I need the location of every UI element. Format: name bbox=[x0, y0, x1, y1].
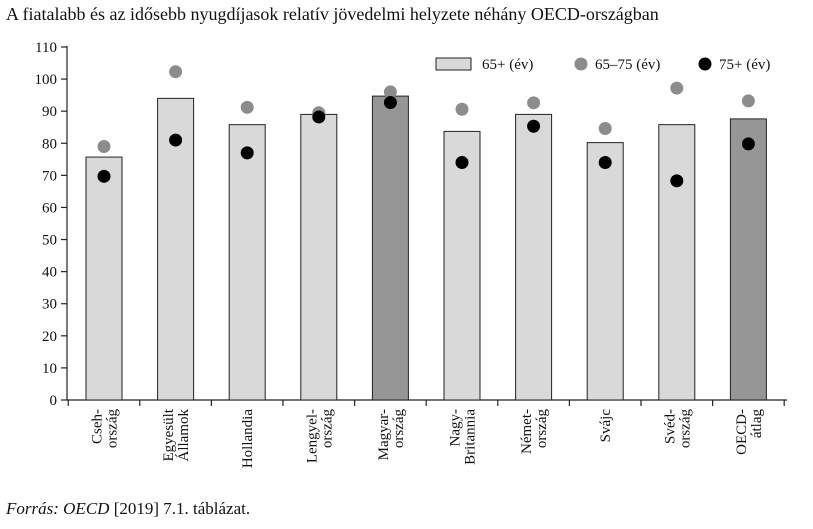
dot-65-75 bbox=[670, 81, 684, 95]
bar-65-plus bbox=[443, 130, 481, 401]
x-tick-label: Nagy- Britannia bbox=[448, 409, 479, 465]
bar-65-plus bbox=[515, 113, 553, 401]
x-tick-label-line: Lengyel- bbox=[304, 409, 320, 463]
legend-label-65-plus: 65+ (év) bbox=[482, 57, 533, 73]
legend-swatch-65-plus bbox=[435, 57, 472, 71]
x-tick-label-line: átlag bbox=[749, 409, 765, 439]
y-tick-label: 70 bbox=[42, 168, 57, 184]
bar-65-plus bbox=[157, 97, 195, 401]
source-note: Forrás: OECD [2019] 7.1. táblázat. bbox=[6, 498, 250, 520]
dot-65-75 bbox=[527, 96, 541, 110]
y-axis: 0 10 20 30 40 50 60 70 80 90 100 110 bbox=[35, 40, 68, 409]
x-tick-label-line: Egyesült bbox=[161, 408, 177, 461]
bars-group bbox=[85, 95, 767, 401]
y-tick-label: 0 bbox=[50, 393, 58, 409]
dot-65-75 bbox=[741, 94, 755, 108]
dots-75-plus-group bbox=[97, 96, 755, 188]
dot-65-75 bbox=[598, 122, 612, 136]
x-tick-label-line: Magyar- bbox=[376, 409, 392, 460]
y-tick-label: 100 bbox=[35, 72, 58, 88]
bar-65-plus bbox=[228, 124, 266, 401]
x-axis: Cseh-ország Egyesült Államok Hollandia Lengy… bbox=[67, 399, 787, 468]
bar-65-plus bbox=[658, 124, 696, 401]
dot-75-plus bbox=[312, 110, 326, 124]
bar-65-plus bbox=[586, 142, 624, 401]
bar-65-plus bbox=[371, 95, 409, 401]
x-tick-label: Svéd-ország bbox=[662, 409, 693, 449]
dot-75-plus bbox=[169, 133, 183, 147]
x-tick-label-line: ország bbox=[677, 409, 693, 449]
dot-75-plus bbox=[97, 169, 111, 183]
x-tick-label-line: Nagy- bbox=[448, 409, 464, 447]
dot-65-75 bbox=[455, 102, 469, 116]
x-tick-label: Német-ország bbox=[519, 409, 550, 454]
y-tick-label: 10 bbox=[42, 361, 57, 377]
legend-label-65-75: 65–75 (év) bbox=[595, 57, 660, 73]
y-tick-label: 50 bbox=[42, 233, 57, 249]
x-tick-label-line: ország bbox=[319, 409, 335, 449]
x-tick-label: Egyesült Államok bbox=[161, 408, 192, 461]
x-tick-label-line: OECD- bbox=[734, 409, 750, 455]
chart-title: A fiatalabb és az idősebb nyugdíjasok re… bbox=[6, 4, 659, 24]
bar-65-plus bbox=[729, 118, 767, 401]
x-tick-label-line: Cseh- bbox=[90, 409, 106, 444]
source-org: OECD bbox=[63, 499, 110, 518]
y-tick-label: 90 bbox=[42, 104, 57, 120]
dot-75-plus bbox=[598, 156, 612, 170]
legend-swatch-65-75 bbox=[574, 57, 588, 71]
y-tick-label: 80 bbox=[42, 136, 57, 152]
x-tick-label: Hollandia bbox=[240, 409, 256, 468]
source-label: Forrás: bbox=[6, 499, 59, 518]
dot-65-75 bbox=[97, 139, 111, 153]
legend-swatch-75-plus bbox=[698, 57, 712, 71]
dot-65-75 bbox=[240, 100, 254, 114]
legend: 65+ (év) 65–75 (év) 75+ (év) bbox=[435, 57, 770, 73]
y-tick-label: 60 bbox=[42, 200, 57, 216]
x-tick-label: Magyar-ország bbox=[376, 409, 407, 461]
x-tick-label: Lengyel-ország bbox=[304, 409, 335, 464]
x-tick-label-line: Államok bbox=[175, 409, 192, 462]
dot-75-plus bbox=[527, 119, 541, 133]
x-tick-label: OECD-átlag bbox=[734, 409, 765, 455]
x-tick-label-line: ország bbox=[105, 409, 121, 449]
x-tick-label: Svájc bbox=[598, 409, 614, 443]
x-tick-label-line: Britannia bbox=[463, 409, 479, 465]
bar-65-plus bbox=[85, 156, 123, 401]
x-tick-label-line: Hollandia bbox=[240, 409, 256, 468]
x-tick-label-line: Svéd- bbox=[662, 409, 678, 444]
y-tick-label: 110 bbox=[35, 40, 57, 56]
dots-65-75-group bbox=[97, 65, 755, 153]
dot-65-75 bbox=[169, 65, 183, 79]
bar-65-plus bbox=[300, 113, 338, 401]
dot-65-75 bbox=[383, 85, 397, 99]
x-tick-label-line: ország bbox=[534, 409, 550, 449]
source-reference: [2019] 7.1. táblázat. bbox=[113, 499, 251, 518]
dot-75-plus bbox=[670, 174, 684, 188]
y-tick-label: 20 bbox=[42, 329, 57, 345]
y-tick-label: 40 bbox=[42, 265, 57, 281]
y-tick-label: 30 bbox=[42, 297, 57, 313]
x-tick-label-line: Svájc bbox=[598, 409, 614, 443]
dot-75-plus bbox=[240, 146, 254, 160]
dot-75-plus bbox=[383, 96, 397, 110]
dot-75-plus bbox=[455, 156, 469, 170]
legend-label-75-plus: 75+ (év) bbox=[719, 57, 770, 73]
dot-75-plus bbox=[741, 137, 755, 151]
x-tick-label: Cseh-ország bbox=[90, 409, 121, 449]
x-tick-label-line: Német- bbox=[519, 409, 535, 454]
x-tick-label-line: ország bbox=[391, 409, 407, 449]
